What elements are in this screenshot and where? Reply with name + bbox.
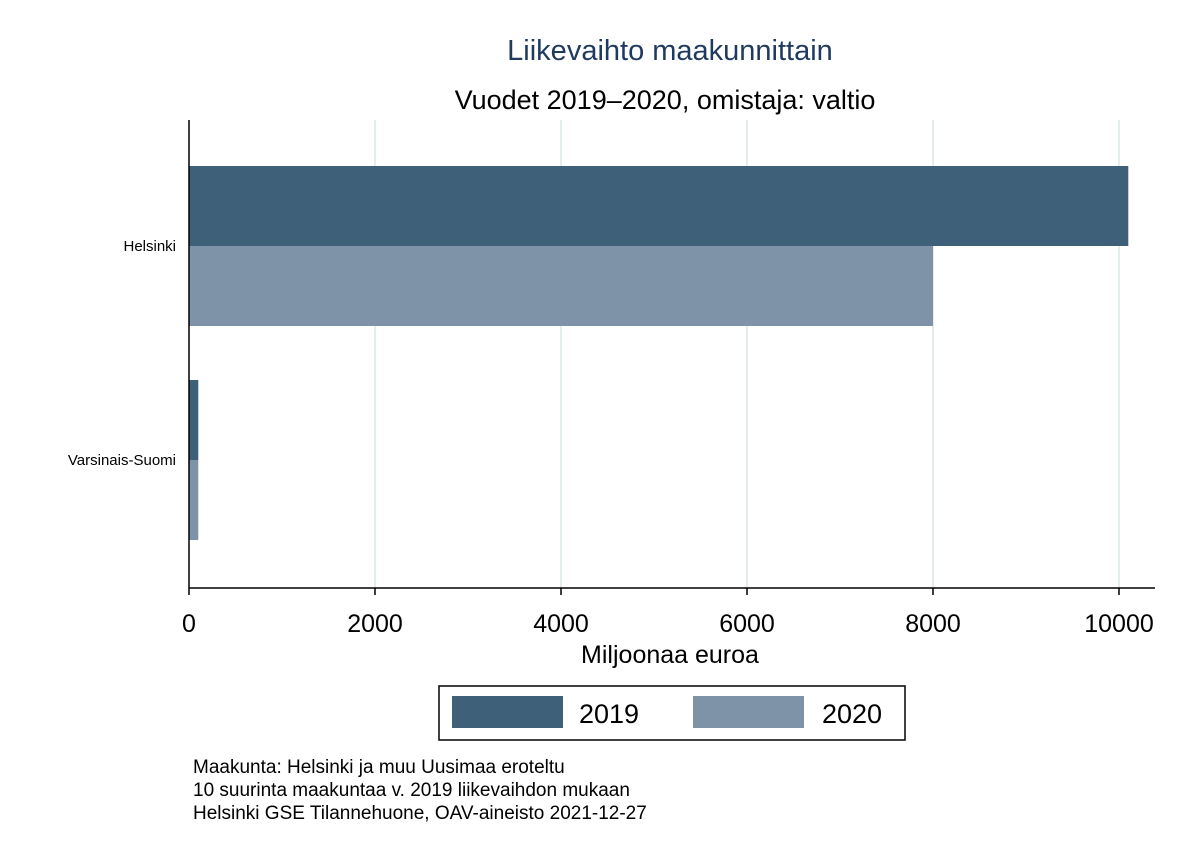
- x-ticks: 0 2000 4000 6000 8000 10000: [182, 588, 1154, 638]
- bars: [189, 166, 1129, 540]
- bar-varsinais-suomi-2020: [189, 460, 199, 540]
- note-line-3: Helsinki GSE Tilannehuone, OAV-aineisto …: [193, 803, 647, 824]
- legend-swatch-2019: [452, 696, 563, 728]
- chart-subtitle: Vuodet 2019–2020, omistaja: valtio: [455, 85, 876, 115]
- notes: Maakunta: Helsinki ja muu Uusimaa erotel…: [193, 757, 647, 824]
- x-tick-label-4000: 4000: [533, 610, 589, 638]
- bar-helsinki-2019: [189, 166, 1129, 246]
- legend-label-2019: 2019: [579, 699, 639, 729]
- category-labels: Helsinki Varsinais-Suomi: [68, 238, 176, 469]
- x-tick-label-6000: 6000: [719, 610, 775, 638]
- x-tick-label-10000: 10000: [1084, 610, 1154, 638]
- x-tick-label-2000: 2000: [347, 610, 403, 638]
- bar-helsinki-2020: [189, 246, 933, 326]
- category-label-0: Helsinki: [123, 238, 176, 255]
- category-label-1: Varsinais-Suomi: [68, 452, 176, 469]
- x-tick-label-0: 0: [182, 610, 196, 638]
- legend-label-2020: 2020: [822, 699, 882, 729]
- legend: 2019 2020: [438, 685, 906, 741]
- note-line-2: 10 suurinta maakuntaa v. 2019 liikevaihd…: [193, 780, 630, 801]
- bar-varsinais-suomi-2019: [189, 380, 199, 460]
- chart-title: Liikevaihto maakunnittain: [507, 35, 833, 67]
- x-axis-title: Miljoonaa euroa: [581, 641, 759, 669]
- legend-swatch-2020: [693, 696, 804, 728]
- x-tick-label-8000: 8000: [905, 610, 961, 638]
- note-line-1: Maakunta: Helsinki ja muu Uusimaa erotel…: [193, 757, 565, 778]
